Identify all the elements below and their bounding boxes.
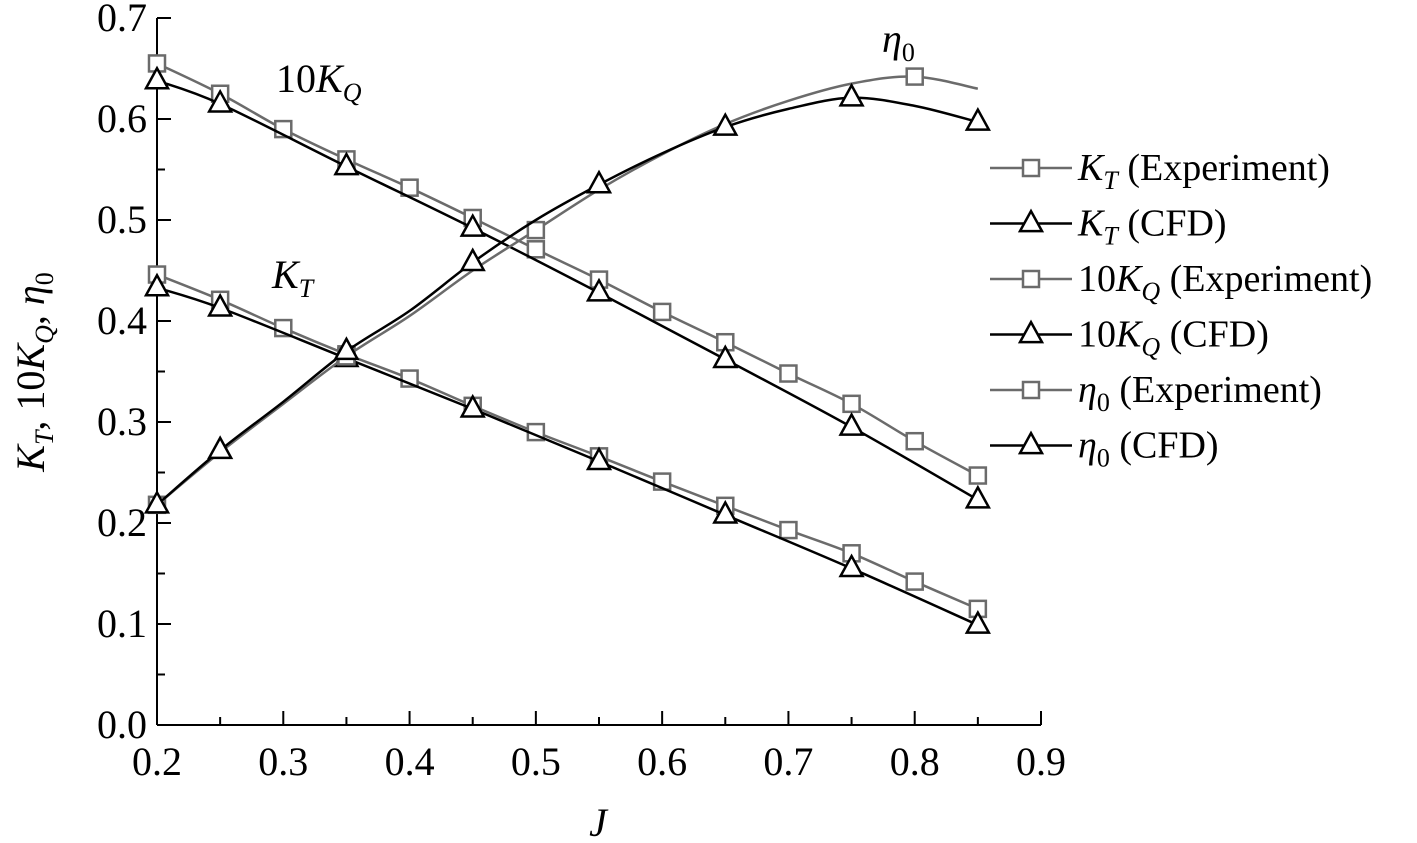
series-eta0-cfd (143, 82, 991, 514)
y-tick-label: 0.5 (97, 197, 147, 242)
data-point-10kq-cfd (712, 344, 739, 369)
x-tick-label: 0.2 (132, 739, 182, 784)
x-axis-title: J (589, 800, 609, 843)
legend: KT​ (Experiment) KT​ (CFD) 10KQ​ (Experime… (990, 147, 1372, 473)
series-line-eta0-experiment (156, 75, 979, 506)
data-point-eta0-cfd (333, 336, 360, 361)
legend-swatch-marker (1017, 430, 1045, 455)
data-point-10kq-cfd (333, 151, 360, 176)
annotation-10kq: 10KQ​ (276, 56, 362, 107)
y-tick-label: 0.3 (97, 399, 147, 444)
series-10kq-experiment (147, 54, 988, 485)
series-kt-cfd (143, 272, 991, 634)
data-point-kt-cfd (712, 499, 739, 524)
x-tick-label: 0.6 (637, 739, 687, 784)
x-tick-label: 0.5 (511, 739, 561, 784)
x-tick-label: 0.7 (763, 739, 813, 784)
data-point-eta0-cfd (964, 107, 991, 131)
data-point-kt-cfd (585, 446, 613, 471)
y-tick-label: 0.2 (97, 500, 147, 545)
data-point-kt-cfd (459, 393, 486, 418)
data-point-kt-cfd (207, 292, 234, 317)
data-point-10kq-experiment (968, 466, 988, 485)
data-point-10kq-experiment (526, 240, 546, 259)
data-point-eta0-cfd (459, 247, 486, 272)
legend-item: 10KQ​ (CFD) (990, 314, 1269, 362)
series-10kq-cfd (143, 65, 991, 509)
series-kt-experiment (147, 265, 988, 619)
series-line-kt-cfd (156, 286, 979, 627)
data-point-eta0-cfd (712, 112, 739, 136)
y-axis-title: KT​, 10KQ​, η0​ (8, 272, 59, 472)
data-point-10kq-cfd (207, 88, 234, 113)
legend-item: η0​ (CFD) (990, 425, 1219, 473)
data-point-eta0-experiment (526, 220, 546, 240)
data-point-eta0-cfd (838, 82, 865, 107)
data-point-10kq-cfd (964, 484, 991, 509)
legend-label: KT​ (Experiment) (1077, 147, 1330, 195)
legend-item: KT​ (Experiment) (990, 147, 1330, 195)
legend-swatch-marker (1021, 269, 1041, 289)
data-point-10kq-cfd (143, 65, 171, 90)
legend-label: KT​ (CFD) (1077, 203, 1227, 251)
x-tick-label: 0.8 (890, 739, 940, 784)
data-point-eta0-cfd (143, 489, 171, 514)
data-point-10kq-experiment (400, 178, 419, 197)
legend-item: KT​ (CFD) (990, 203, 1227, 251)
series-layer (143, 54, 991, 634)
legend-item: η0​ (Experiment) (990, 369, 1322, 417)
data-point-kt-cfd (143, 272, 171, 297)
annotation-eta0: η0​ (882, 16, 915, 67)
y-tick-label: 0.7 (97, 0, 147, 40)
data-point-kt-cfd (964, 610, 991, 634)
legend-swatch-marker (1021, 158, 1041, 178)
data-point-10kq-experiment (652, 302, 672, 322)
y-tick-label: 0.6 (97, 96, 147, 141)
data-point-10kq-cfd (585, 277, 613, 302)
axes: 0.2 0.3 0.4 0.5 0.6 0.7 0.8 0.9 0.0 0.1 0.2 0.3 0.4 0… (97, 0, 1066, 784)
legend-swatch-marker (1017, 319, 1045, 344)
y-tick-label: 0.0 (97, 702, 147, 747)
legend-item: 10KQ​ (Experiment) (990, 258, 1372, 306)
legend-swatch-marker (1021, 380, 1041, 400)
x-tick-label: 0.4 (385, 739, 435, 784)
data-point-eta0-cfd (585, 169, 613, 194)
data-point-kt-cfd (838, 553, 865, 578)
x-tick-label: 0.3 (258, 739, 308, 784)
legend-label: η0​ (CFD) (1078, 425, 1219, 473)
data-point-kt-experiment (905, 572, 924, 591)
data-point-10kq-cfd (459, 213, 486, 237)
legend-label: 10KQ​ (CFD) (1078, 314, 1269, 362)
y-tick-label: 0.4 (97, 298, 147, 343)
annotation-kt: KT​ (271, 252, 315, 303)
data-point-10kq-experiment (905, 431, 924, 451)
x-tick-label: 0.9 (1016, 739, 1066, 784)
data-point-eta0-cfd (207, 435, 234, 460)
data-point-10kq-cfd (838, 412, 865, 436)
data-point-10kq-experiment (842, 394, 861, 414)
legend-label: η0​ (Experiment) (1078, 369, 1322, 417)
y-tick-label: 0.1 (97, 601, 147, 646)
data-point-eta0-experiment (905, 67, 924, 86)
legend-label: 10KQ​ (Experiment) (1078, 258, 1372, 306)
legend-swatch-marker (1017, 208, 1045, 233)
data-point-10kq-experiment (779, 364, 798, 383)
data-point-kt-experiment (779, 520, 798, 540)
